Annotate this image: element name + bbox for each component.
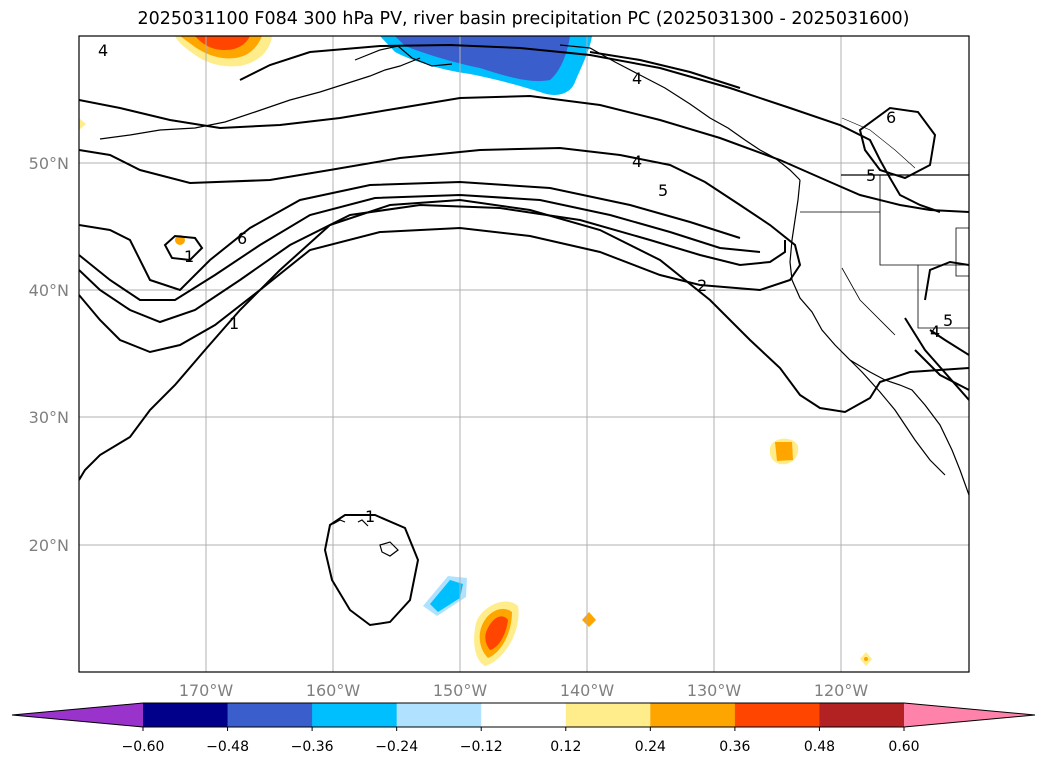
contour-label-2: 2 [697,276,707,295]
contour-label-1b: 1 [365,507,375,526]
colorbar-segment [143,703,229,727]
contour-label-4a: 4 [632,152,642,171]
map-frame [78,35,970,673]
negative-precip-core [395,36,570,82]
colorbar-tick-label: −0.24 [375,739,418,755]
lon-label-170w: 170°W [179,681,234,700]
pv-contour-4 [79,203,786,324]
lon-label-150w: 150°W [433,681,488,700]
colorbar-segment [565,703,651,727]
colorbar-segment [396,703,482,727]
colorbar-tick-label: 0.48 [804,739,835,755]
contour-label-1a: 1 [229,314,239,333]
lon-label-120w: 120°W [814,681,869,700]
longitude-labels: 170°W 160°W 150°W 140°W 130°W 120°W [179,681,869,700]
coastlines [99,44,969,557]
colorbar-tick-label: −0.48 [206,739,249,755]
colorbar-segment [819,703,905,727]
contour-label-4d: 4 [98,41,108,60]
contour-label-6a: 6 [237,229,247,248]
pv-contour-labels: 1 1 1 2 4 4 4 5 5 5 6 6 4 [98,41,953,526]
pv-contour-2 [79,146,802,354]
colorbar-tick-label: 0.24 [635,739,666,755]
colorbar-extend-low [12,703,143,727]
colorbar-tick-label: −0.12 [460,739,503,755]
colorbar-tick-label: 0.36 [719,739,750,755]
map-gridlines [79,36,969,672]
lon-label-130w: 130°W [687,681,742,700]
colorbar: −0.60 −0.48 −0.36 −0.24 −0.12 0.12 0.24 0.36 0.4… [11,702,1036,755]
lon-label-160w: 160°W [306,681,361,700]
lat-label-40: 40°N [29,281,69,300]
colorbar-segment [650,703,736,727]
contour-label-4c: 4 [930,322,940,341]
colorbar-tick-label: −0.36 [291,739,334,755]
lat-label-50: 50°N [29,154,69,173]
colorbar-tick-label: −0.60 [122,739,165,755]
pv-contour-6 [79,180,741,292]
contour-label-4b: 4 [632,69,642,88]
lat-label-30: 30°N [29,408,69,427]
pv-contours [79,43,969,627]
map-title: 2025031100 F084 300 hPa PV, river basin … [137,9,910,29]
colorbar-extend-high [904,703,1035,727]
contour-label-5a: 5 [658,181,668,200]
colorbar-segment [481,703,567,727]
colorbar-tick-label: 0.60 [888,739,919,755]
contour-label-5b: 5 [943,311,953,330]
pv-contour-1 [79,198,969,481]
colorbar-segment [227,703,313,727]
contour-label-6b: 6 [886,108,896,127]
contour-label-1c: 1 [184,247,194,266]
colorbar-segment [734,703,820,727]
lon-label-140w: 140°W [560,681,615,700]
pv-contour-5 [79,193,761,301]
lat-label-20: 20°N [29,536,69,555]
precip-shading [79,36,872,666]
colorbar-tick-label: 0.12 [550,739,581,755]
colorbar-segment [312,703,398,727]
latitude-labels: 50°N 40°N 30°N 20°N [29,154,69,555]
contour-label-5c: 5 [866,166,876,185]
